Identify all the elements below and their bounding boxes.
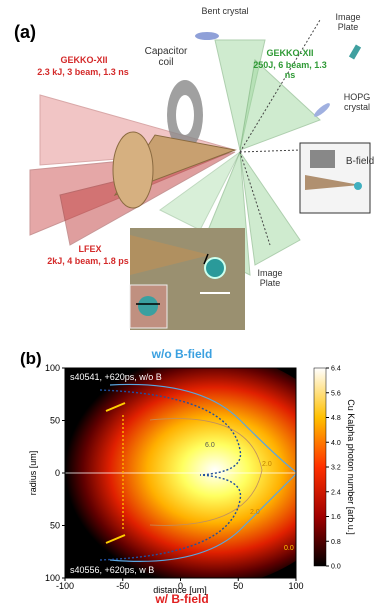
y-tick-label: 50 bbox=[50, 521, 60, 531]
gekko-left-spec: 2.3 kJ, 3 beam, 1.3 ns bbox=[28, 67, 138, 77]
x-tick-label: 100 bbox=[288, 581, 303, 591]
title-top: w/o B-field bbox=[151, 347, 213, 361]
contour-label: 2.0 bbox=[250, 509, 260, 516]
x-tick-label: -50 bbox=[116, 581, 129, 591]
y-tick-label: 100 bbox=[45, 363, 60, 373]
colorbar-tick-label: 4.0 bbox=[331, 440, 341, 447]
y-tick-label: 100 bbox=[45, 573, 60, 583]
lfex-name: LFEX bbox=[50, 244, 130, 254]
colorbar-tick-label: 0.0 bbox=[331, 564, 341, 571]
figure-graphics: (b) w/o B-field w/ B-field s40541, +620p… bbox=[0, 0, 388, 606]
contour-label: 6.0 bbox=[205, 442, 215, 449]
x-tick-label: 50 bbox=[233, 581, 243, 591]
colorbar-tick-label: 5.6 bbox=[331, 390, 341, 397]
gekko-right-spec: 250J, 6 beam, 1.3 ns bbox=[250, 60, 330, 80]
contour-label: 2.0 bbox=[262, 461, 272, 468]
shot-top: s40541, +620ps, w/o B bbox=[70, 372, 162, 382]
panel-label: (a) bbox=[14, 22, 36, 42]
colorbar-tick-label: 4.8 bbox=[331, 415, 341, 422]
colorbar-tick-label: 1.6 bbox=[331, 514, 341, 521]
colorbar-label: Cu Kalpha photon number [arb.u.] bbox=[346, 399, 356, 535]
colorbar-tick-label: 3.2 bbox=[331, 465, 341, 472]
hopg-label: HOPG crystal bbox=[338, 92, 376, 112]
bent-crystal-label: Bent crystal bbox=[195, 6, 255, 16]
colorbar-tick-label: 0.8 bbox=[331, 539, 341, 546]
y-axis-label: radius [um] bbox=[28, 451, 38, 496]
figure: (b) w/o B-field w/ B-field s40541, +620p… bbox=[0, 0, 388, 606]
x-tick-label: 0 bbox=[178, 581, 183, 591]
b-field-label: B-field bbox=[335, 157, 385, 167]
y-tick-label: 50 bbox=[50, 416, 60, 426]
shot-bottom: s40556, +620ps, w B bbox=[70, 565, 154, 575]
capacitor-coil-label: Capacitor coil bbox=[142, 46, 190, 68]
contour-label: 0.0 bbox=[284, 545, 294, 552]
image-plate-label: Image Plate bbox=[328, 12, 368, 32]
y-tick-label: 0 bbox=[55, 468, 60, 478]
gekko-left-name: GEKKO-XII bbox=[44, 55, 124, 65]
colorbar-tick-label: 2.4 bbox=[331, 489, 341, 496]
colorbar-tick-label: 6.4 bbox=[331, 366, 341, 373]
gekko-right-name: GEKKO-XII bbox=[255, 48, 325, 58]
colorbar bbox=[314, 368, 326, 566]
heatmap bbox=[50, 352, 350, 588]
image-plate-label: Image Plate bbox=[250, 268, 290, 288]
panel-label: (b) bbox=[20, 349, 42, 368]
lfex-spec: 2kJ, 4 beam, 1.8 ps bbox=[38, 256, 138, 266]
